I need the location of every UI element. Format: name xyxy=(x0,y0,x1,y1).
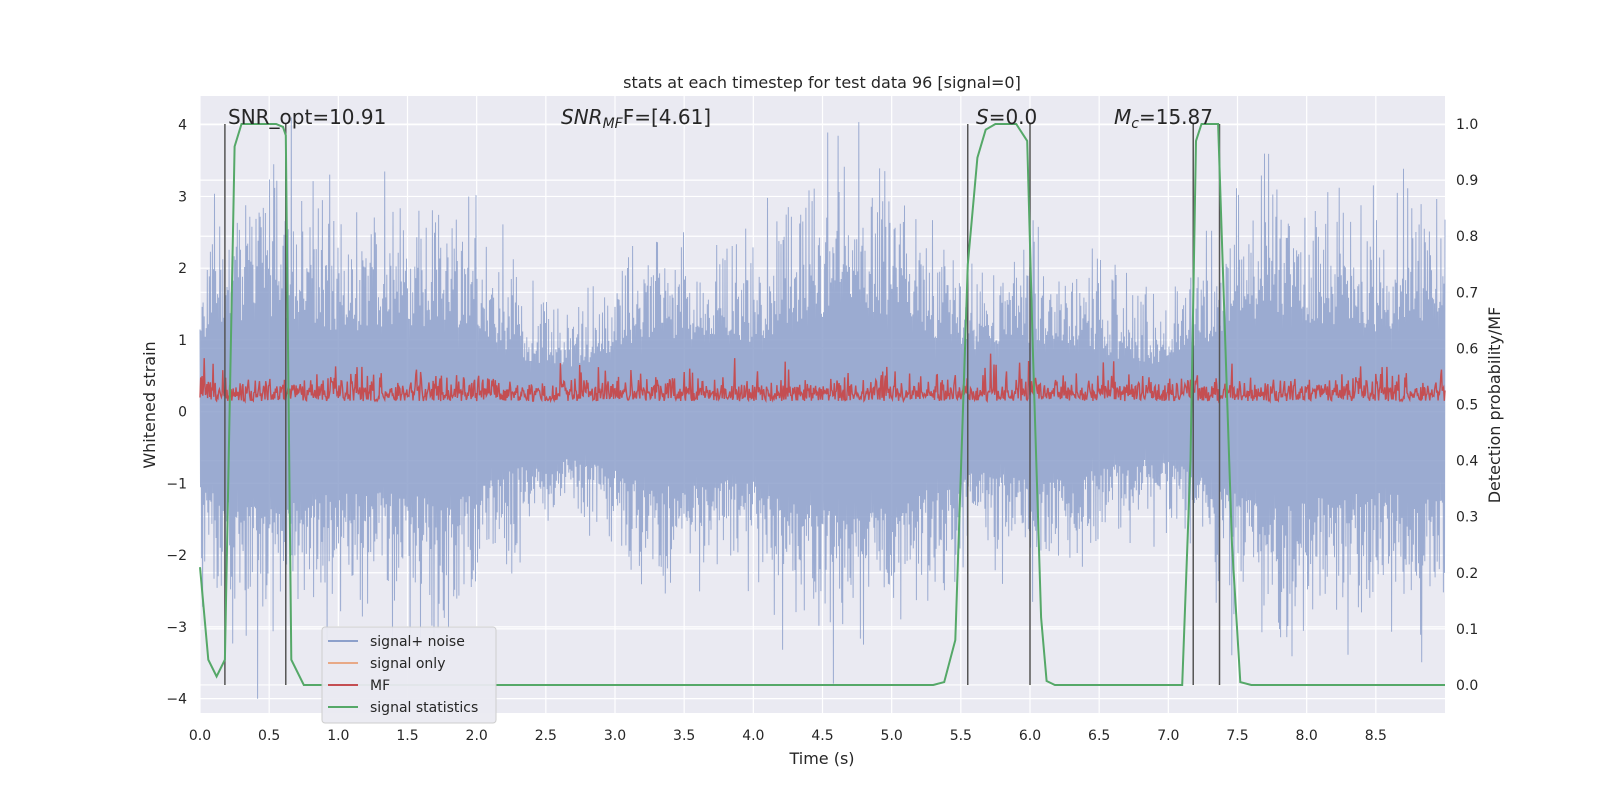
y2-tick-label: 0.2 xyxy=(1456,566,1478,582)
y-tick-label: −2 xyxy=(166,548,187,564)
y2-tick-label: 0.4 xyxy=(1456,454,1478,470)
y-tick-label: 2 xyxy=(178,261,187,277)
y2-tick-label: 0.3 xyxy=(1456,510,1478,526)
mf-series xyxy=(199,353,1446,404)
y2-tick-label: 0.1 xyxy=(1456,622,1478,638)
x-tick-label: 8.0 xyxy=(1296,728,1318,744)
detection-markers xyxy=(224,124,1221,685)
x-tick-label: 3.0 xyxy=(604,728,626,744)
legend: signal+ noise signal only MF signal stat… xyxy=(321,626,497,724)
signal-noise-series xyxy=(199,117,1446,699)
x-tick-label: 1.5 xyxy=(396,728,418,744)
chart-title: stats at each timestep for test data 96 … xyxy=(623,73,1021,92)
x-tick-label: 8.5 xyxy=(1365,728,1387,744)
annotation-s-base: S xyxy=(976,105,989,129)
x-tick-label: 6.5 xyxy=(1088,728,1110,744)
annotation-mc-sub: c xyxy=(1131,116,1139,132)
legend-label-mf: MF xyxy=(370,678,390,694)
x-tick-label: 2.0 xyxy=(466,728,488,744)
y-tick-label: −3 xyxy=(166,620,187,636)
annotation-snr-mf-sub: MF xyxy=(603,116,624,132)
legend-label-signal-statistics: signal statistics xyxy=(370,700,478,716)
y2-tick-label: 1.0 xyxy=(1456,117,1478,133)
annotation-snr-mf: SNRMFF=[4.61] xyxy=(561,105,711,132)
legend-label-signal-only: signal only xyxy=(370,656,445,672)
annotation-s-rest: =0.0 xyxy=(989,105,1038,129)
x-tick-label: 4.5 xyxy=(811,728,833,744)
y-tick-label: 3 xyxy=(178,189,187,205)
y2-tick-label: 0.6 xyxy=(1456,341,1478,357)
x-tick-label: 1.0 xyxy=(327,728,349,744)
x-tick-label: 4.0 xyxy=(742,728,764,744)
x-tick-label: 0.5 xyxy=(258,728,280,744)
y-tick-label: −1 xyxy=(166,476,187,492)
signal-statistics-series xyxy=(199,123,1445,686)
y-axis-label: Whitened strain xyxy=(140,341,159,468)
x-tick-label: 6.0 xyxy=(1019,728,1041,744)
y-tick-label: −4 xyxy=(166,692,187,708)
annotation-snr-mf-rest: F=[4.61] xyxy=(623,105,711,129)
x-tick-label: 2.5 xyxy=(535,728,557,744)
ticks: 0.0 0.5 1.0 1.5 2.0 2.5 3.0 3.5 4.0 4.5 5.0 5.5 6.0 6… xyxy=(166,117,1478,744)
legend-label-signal-noise: signal+ noise xyxy=(370,634,465,650)
annotation-snr-opt: SNR_opt=10.91 xyxy=(228,105,386,129)
y2-tick-label: 0.9 xyxy=(1456,173,1478,189)
y-tick-label: 1 xyxy=(178,333,187,349)
annotation-mc: Mc=15.87 xyxy=(1114,105,1213,132)
y-tick-label: 4 xyxy=(178,118,187,134)
x-tick-label: 7.5 xyxy=(1226,728,1248,744)
x-axis-label: Time (s) xyxy=(788,749,854,768)
x-tick-label: 5.0 xyxy=(881,728,903,744)
y2-tick-label: 0.8 xyxy=(1456,229,1478,245)
y-tick-label: 0 xyxy=(178,405,187,421)
x-tick-label: 5.5 xyxy=(950,728,972,744)
annotation-s: S=0.0 xyxy=(976,105,1037,129)
mf-line xyxy=(199,353,1446,404)
annotation-snr-mf-base: SNR xyxy=(561,105,603,129)
annotation-mc-base: M xyxy=(1114,105,1131,129)
x-tick-label: 0.0 xyxy=(189,728,211,744)
y2-tick-label: 0.5 xyxy=(1456,398,1478,414)
signal-noise-line xyxy=(199,117,1446,699)
signal-statistics-line xyxy=(199,123,1445,686)
y2-tick-label: 0.7 xyxy=(1456,285,1478,301)
y2-tick-label: 0.0 xyxy=(1456,678,1478,694)
y2-axis-label: Detection probability/MF xyxy=(1485,307,1504,504)
x-tick-label: 3.5 xyxy=(673,728,695,744)
annotation-mc-rest: =15.87 xyxy=(1139,105,1213,129)
x-tick-label: 7.0 xyxy=(1157,728,1179,744)
legend-box xyxy=(321,626,497,724)
